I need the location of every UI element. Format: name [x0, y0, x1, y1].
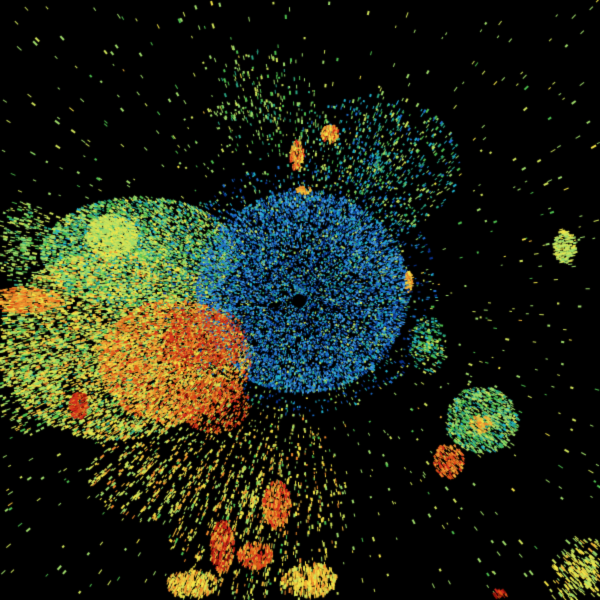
radar-reflectivity-view — [0, 0, 600, 600]
radar-canvas — [0, 0, 600, 600]
